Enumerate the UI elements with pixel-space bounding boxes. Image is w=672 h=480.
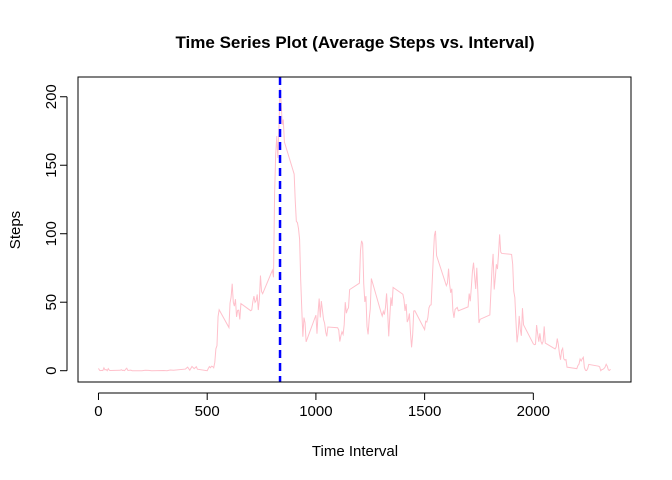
x-tick-label: 2000 — [517, 403, 550, 420]
x-tick-label: 1000 — [299, 403, 332, 420]
x-tick-label: 0 — [94, 403, 102, 420]
y-tick-label: 0 — [43, 367, 60, 375]
y-tick-label: 200 — [43, 84, 60, 109]
y-tick-label: 50 — [43, 294, 60, 311]
chart-title: Time Series Plot (Average Steps vs. Inte… — [175, 33, 534, 52]
x-tick-label: 500 — [195, 403, 220, 420]
x-tick-label: 1500 — [408, 403, 441, 420]
y-tick-label: 150 — [43, 153, 60, 178]
y-axis-label: Steps — [7, 211, 24, 249]
x-axis-label: Time Interval — [312, 443, 398, 460]
y-tick-label: 100 — [43, 221, 60, 246]
data-line — [98, 88, 611, 372]
plot-frame — [77, 76, 632, 383]
